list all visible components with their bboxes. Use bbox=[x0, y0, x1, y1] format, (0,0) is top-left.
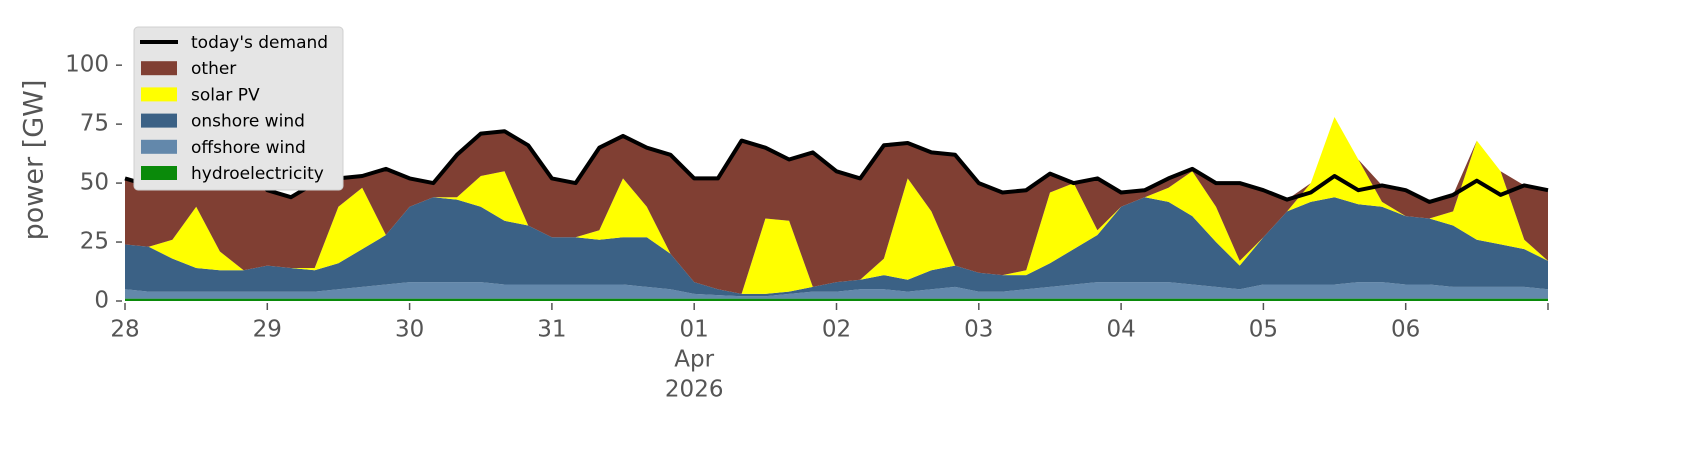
area bbox=[125, 298, 1548, 301]
x-tick-label: 06 bbox=[1391, 317, 1420, 343]
legend: today's demand other solar PV onshore wind o… bbox=[133, 26, 344, 191]
x-tick-sublabel: Apr bbox=[674, 347, 714, 373]
legend-label: other bbox=[191, 59, 236, 79]
x-tick-label: 04 bbox=[1106, 317, 1135, 343]
legend-label: today's demand bbox=[191, 33, 328, 53]
y-tick-label: 100 bbox=[65, 52, 109, 78]
legend-swatch bbox=[141, 166, 177, 180]
x-tick-label: 29 bbox=[253, 317, 282, 343]
demand-line bbox=[124, 129, 1549, 204]
legend-label: offshore wind bbox=[191, 138, 306, 158]
legend-swatch bbox=[141, 87, 177, 102]
x-tick-sublabel: 2026 bbox=[665, 377, 724, 403]
legend-swatch bbox=[141, 139, 177, 154]
x-tick-label: 30 bbox=[395, 317, 424, 343]
legend-label: hydroelectricity bbox=[191, 164, 324, 184]
x-tick-label: 05 bbox=[1249, 317, 1278, 343]
legend-label: solar PV bbox=[191, 85, 260, 105]
area bbox=[125, 282, 1548, 299]
area bbox=[125, 197, 1548, 297]
x-tick-label: 28 bbox=[110, 317, 139, 343]
y-tick-label: 0 bbox=[94, 288, 109, 314]
y-axis-label: power [GW] bbox=[19, 80, 50, 241]
x-tick-label: 03 bbox=[964, 317, 993, 343]
x-tick-label: 01 bbox=[680, 317, 709, 343]
x-tick-label: 02 bbox=[822, 317, 851, 343]
legend-box bbox=[133, 26, 344, 191]
x-tick-label: 31 bbox=[537, 317, 566, 343]
area bbox=[125, 117, 1548, 294]
y-tick-label: 25 bbox=[80, 229, 109, 255]
y-tick-label: 50 bbox=[80, 170, 109, 196]
legend-label: onshore wind bbox=[191, 112, 305, 132]
legend-swatch bbox=[141, 113, 177, 128]
y-tick-label: 75 bbox=[80, 111, 109, 137]
legend-swatch bbox=[141, 61, 177, 76]
